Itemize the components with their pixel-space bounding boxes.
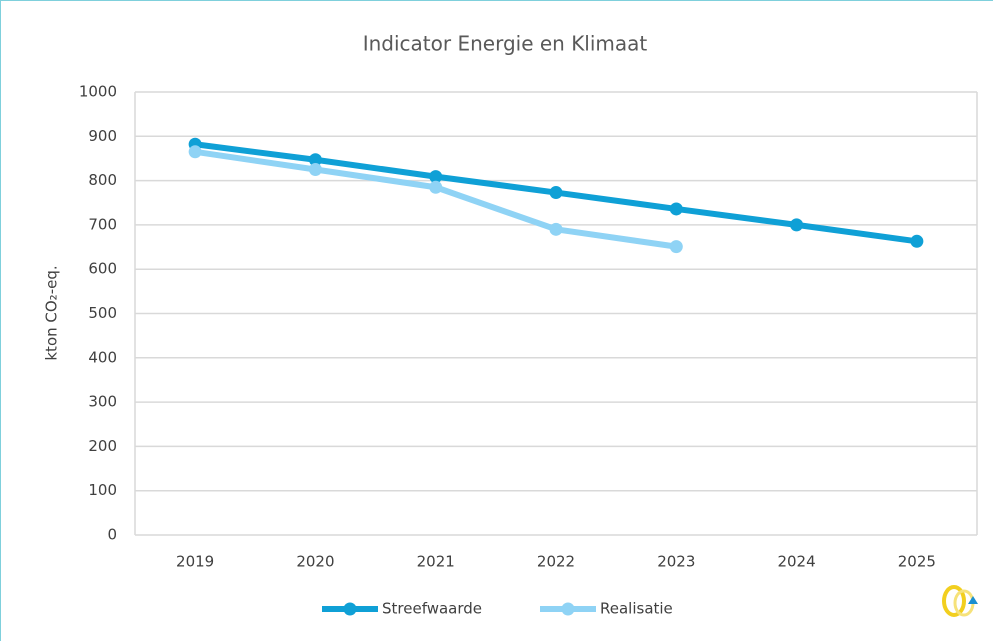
point: [188, 145, 202, 159]
legend-label: Realisatie: [600, 600, 673, 618]
y-tick-label: 300: [88, 393, 117, 411]
legend-marker: [343, 602, 357, 616]
chart-title: Indicator Energie en Klimaat: [363, 32, 648, 56]
x-tick-label: 2023: [657, 553, 695, 571]
point: [549, 186, 563, 200]
point: [429, 180, 443, 194]
x-tick-label: 2019: [176, 553, 214, 571]
x-tick-label: 2024: [777, 553, 815, 571]
y-axis-label: kton CO₂-eq.: [43, 265, 61, 360]
point: [308, 163, 322, 177]
x-tick-label: 2022: [537, 553, 575, 571]
y-tick-label: 1000: [79, 83, 117, 101]
y-tick-label: 800: [88, 171, 117, 189]
y-tick-label: 200: [88, 437, 117, 455]
point: [669, 202, 683, 216]
legend-marker: [561, 602, 575, 616]
y-tick-label: 600: [88, 260, 117, 278]
y-tick-label: 900: [88, 127, 117, 145]
point: [308, 153, 322, 167]
y-tick-label: 100: [88, 481, 117, 499]
point: [790, 218, 804, 232]
x-tick-label: 2020: [296, 553, 334, 571]
legend-label: Streefwaarde: [382, 600, 482, 618]
y-tick-label: 400: [88, 348, 117, 366]
x-tick-label: 2021: [417, 553, 455, 571]
point: [429, 170, 443, 184]
y-tick-label: 500: [88, 304, 117, 322]
logo: [942, 585, 978, 617]
y-tick-label: 0: [107, 526, 117, 544]
point: [549, 222, 563, 236]
x-tick-label: 2025: [898, 553, 936, 571]
point: [669, 240, 683, 254]
y-tick-label: 700: [88, 215, 117, 233]
point: [910, 234, 924, 248]
